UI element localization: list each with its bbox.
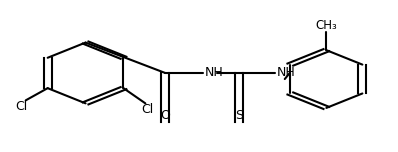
Text: NH: NH	[277, 66, 295, 79]
Text: Cl: Cl	[141, 103, 154, 116]
Text: Cl: Cl	[16, 100, 28, 113]
Text: S: S	[235, 109, 243, 122]
Text: NH: NH	[205, 66, 224, 79]
Text: O: O	[160, 109, 170, 122]
Text: CH₃: CH₃	[316, 19, 337, 32]
